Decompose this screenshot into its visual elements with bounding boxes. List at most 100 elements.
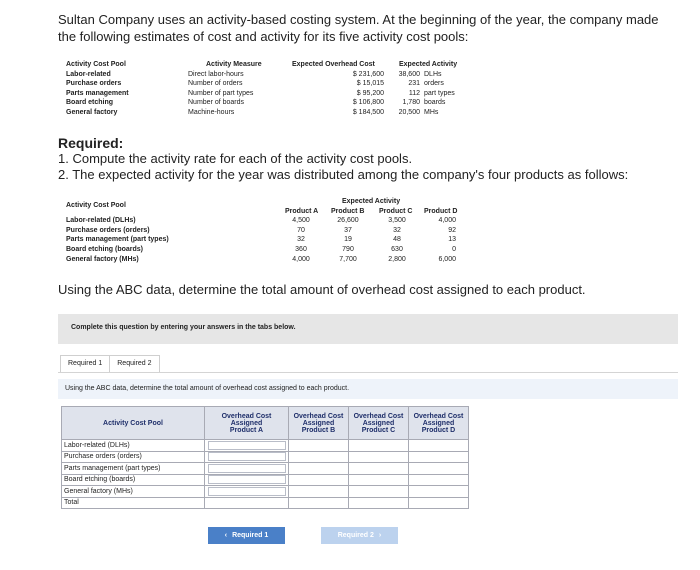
estimates-measure: Direct labor-hours xyxy=(188,70,244,78)
answer-input[interactable] xyxy=(408,462,469,475)
answer-input[interactable] xyxy=(288,473,349,486)
distribution-product-d: Product D xyxy=(424,207,458,215)
distribution-value: 32 xyxy=(297,236,305,244)
distribution-b-column: 26,600 37 19 790 7,700 xyxy=(332,216,364,264)
instructions-banner: Complete this question by entering your … xyxy=(58,314,678,344)
prev-button-label: Required 1 xyxy=(232,532,269,539)
estimates-unit-column: DLHs orders part types boards MHs xyxy=(424,70,455,118)
tab-required-1[interactable]: Required 1 xyxy=(60,355,111,373)
estimates-pool: Labor-related xyxy=(66,70,111,78)
distribution-value: 3,500 xyxy=(388,217,406,225)
chevron-right-icon: › xyxy=(378,532,382,539)
answer-header-product-a: Overhead Cost Assigned Product A xyxy=(204,406,289,440)
answer-header-product-b: Overhead Cost Assigned Product B xyxy=(288,406,349,440)
answer-row-label: Parts management (part types) xyxy=(61,462,205,475)
estimates-measure: Machine-hours xyxy=(188,108,235,116)
answer-input[interactable] xyxy=(204,485,289,498)
distribution-value: 790 xyxy=(342,245,354,253)
distribution-value: 70 xyxy=(297,226,305,234)
distribution-value: 13 xyxy=(448,236,456,244)
estimates-unit: boards xyxy=(424,99,446,107)
answer-header-product: Product A xyxy=(229,426,264,434)
answer-total xyxy=(204,496,289,509)
estimates-pool: Board etching xyxy=(66,99,114,107)
distribution-value: 37 xyxy=(344,226,352,234)
estimates-unit: orders xyxy=(424,80,444,88)
table-row: Parts management (part types) xyxy=(61,462,469,475)
estimates-measure-column: Direct labor-hours Number of orders Numb… xyxy=(188,70,253,118)
answer-input[interactable] xyxy=(408,439,469,452)
estimates-activity: 112 xyxy=(408,89,420,97)
distribution-value: 4,500 xyxy=(292,217,310,225)
answer-input[interactable] xyxy=(204,439,289,452)
estimates-pool: Purchase orders xyxy=(66,80,122,88)
answer-input[interactable] xyxy=(408,473,469,486)
prev-button[interactable]: ‹ Required 1 xyxy=(208,527,285,544)
distribution-value: 360 xyxy=(295,245,307,253)
tab-bar: Required 1 Required 2 xyxy=(60,355,160,373)
tab-required-2[interactable]: Required 2 xyxy=(109,355,160,373)
distribution-value: 6,000 xyxy=(438,255,456,263)
distribution-value: 7,700 xyxy=(339,255,357,263)
distribution-header-pool: Activity Cost Pool xyxy=(66,202,126,209)
answer-total xyxy=(288,496,349,509)
distribution-value: 630 xyxy=(391,245,403,253)
distribution-product-b: Product B xyxy=(331,207,365,215)
estimates-header-pool: Activity Cost Pool xyxy=(66,61,126,68)
distribution-value: 48 xyxy=(393,236,401,244)
estimates-activity: 231 xyxy=(408,80,420,88)
answer-header-line1: Overhead Cost xyxy=(413,412,464,420)
answer-input[interactable] xyxy=(348,485,409,498)
table-row: Labor-related (DLHs) xyxy=(61,439,469,452)
answer-row-label: Purchase orders (orders) xyxy=(61,450,205,463)
estimates-header-measure: Activity Measure xyxy=(206,61,262,68)
estimates-unit: part types xyxy=(424,89,455,97)
answer-header-product-c: Overhead Cost Assigned Product C xyxy=(348,406,409,440)
answer-row-label: General factory (MHs) xyxy=(61,485,205,498)
required-item-1: 1. Compute the activity rate for each of… xyxy=(58,151,413,166)
estimates-header-activity: Expected Activity xyxy=(399,61,458,68)
answer-header-line2: Assigned xyxy=(302,419,335,427)
next-button[interactable]: Required 2 › xyxy=(321,527,398,544)
answer-input[interactable] xyxy=(288,439,349,452)
estimates-measure: Number of part types xyxy=(188,89,254,97)
answer-input[interactable] xyxy=(288,485,349,498)
answer-input[interactable] xyxy=(204,450,289,463)
answer-header-product: Product B xyxy=(301,426,336,434)
answer-input[interactable] xyxy=(348,439,409,452)
answer-input[interactable] xyxy=(408,450,469,463)
distribution-value: 4,000 xyxy=(438,217,456,225)
answer-input[interactable] xyxy=(288,462,349,475)
estimates-unit: MHs xyxy=(424,108,439,116)
table-row: Total xyxy=(61,496,469,509)
answer-input[interactable] xyxy=(348,450,409,463)
answer-total xyxy=(348,496,409,509)
required-item-2: 2. The expected activity for the year wa… xyxy=(58,167,629,182)
answer-row-label: Labor-related (DLHs) xyxy=(61,439,205,452)
estimates-cost: $ 231,600 xyxy=(352,70,384,78)
answer-header-line2: Assigned xyxy=(230,419,263,427)
required-section: Required: 1. Compute the activity rate f… xyxy=(58,135,628,183)
abc-question: Using the ABC data, determine the total … xyxy=(58,282,586,297)
estimates-pool-column: Labor-related Purchase orders Parts mana… xyxy=(66,70,129,118)
distribution-product-c: Product C xyxy=(379,207,413,215)
answer-input[interactable] xyxy=(348,462,409,475)
answer-input[interactable] xyxy=(408,485,469,498)
answer-input[interactable] xyxy=(204,473,289,486)
panel-question: Using the ABC data, determine the total … xyxy=(58,379,678,399)
distribution-c-column: 3,500 32 48 630 2,800 xyxy=(381,216,413,264)
distribution-product-a: Product A xyxy=(285,207,319,215)
distribution-value: 2,800 xyxy=(388,255,406,263)
distribution-pool: Purchase orders (orders) xyxy=(66,226,150,234)
estimates-activity: 38,600 xyxy=(398,70,420,78)
answer-input[interactable] xyxy=(288,450,349,463)
distribution-value: 32 xyxy=(393,226,401,234)
answer-input[interactable] xyxy=(348,473,409,486)
distribution-value: 0 xyxy=(452,245,456,253)
answer-table: Activity Cost Pool Overhead Cost Assigne… xyxy=(61,406,469,509)
answer-header-line1: Overhead Cost xyxy=(353,412,404,420)
distribution-d-column: 4,000 92 13 0 6,000 xyxy=(432,216,456,264)
answer-input[interactable] xyxy=(204,462,289,475)
distribution-group-header: Expected Activity xyxy=(342,198,401,205)
estimates-activity: 20,500 xyxy=(398,108,420,116)
